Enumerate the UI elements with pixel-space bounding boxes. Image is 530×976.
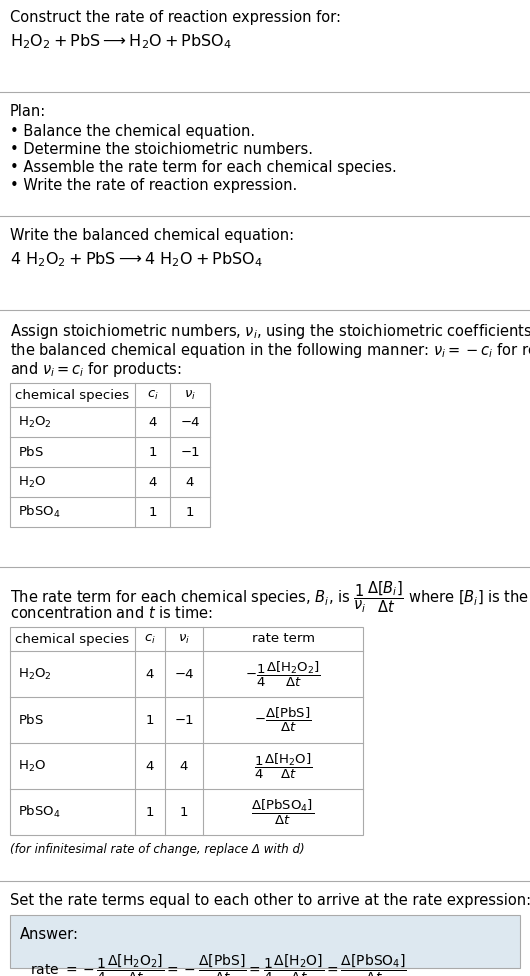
Text: $\mathrm{PbSO_4}$: $\mathrm{PbSO_4}$ — [18, 804, 61, 820]
Text: 4: 4 — [186, 475, 194, 489]
Text: $\nu_i$: $\nu_i$ — [178, 632, 190, 645]
Text: −4: −4 — [180, 416, 200, 428]
Text: $\mathrm{PbS}$: $\mathrm{PbS}$ — [18, 445, 44, 459]
Text: 4: 4 — [148, 475, 157, 489]
Text: • Write the rate of reaction expression.: • Write the rate of reaction expression. — [10, 178, 297, 193]
Text: $\mathrm{H_2O_2 + PbS \longrightarrow H_2O + PbSO_4}$: $\mathrm{H_2O_2 + PbS \longrightarrow H_… — [10, 32, 232, 51]
Text: rate term: rate term — [252, 632, 314, 645]
Text: rate $= -\dfrac{1}{4}\dfrac{\Delta[\mathrm{H_2O_2}]}{\Delta t} = -\dfrac{\Delta[: rate $= -\dfrac{1}{4}\dfrac{\Delta[\math… — [30, 953, 407, 976]
Text: $\mathrm{H_2O}$: $\mathrm{H_2O}$ — [18, 758, 46, 774]
Text: 1: 1 — [148, 445, 157, 459]
Text: $c_i$: $c_i$ — [144, 632, 156, 645]
Text: chemical species: chemical species — [15, 388, 129, 401]
Text: 4: 4 — [180, 759, 188, 772]
Text: 4: 4 — [148, 416, 157, 428]
Text: Answer:: Answer: — [20, 927, 79, 942]
Bar — [10, 627, 363, 835]
Text: $-\dfrac{\Delta[\mathrm{PbS}]}{\Delta t}$: $-\dfrac{\Delta[\mathrm{PbS}]}{\Delta t}… — [254, 706, 312, 734]
Text: Construct the rate of reaction expression for:: Construct the rate of reaction expressio… — [10, 10, 341, 25]
Text: Set the rate terms equal to each other to arrive at the rate expression:: Set the rate terms equal to each other t… — [10, 893, 530, 908]
Text: $\mathrm{H_2O_2}$: $\mathrm{H_2O_2}$ — [18, 415, 52, 429]
Text: concentration and $t$ is time:: concentration and $t$ is time: — [10, 605, 213, 621]
Text: $c_i$: $c_i$ — [147, 388, 158, 401]
Text: Write the balanced chemical equation:: Write the balanced chemical equation: — [10, 228, 294, 243]
Text: • Determine the stoichiometric numbers.: • Determine the stoichiometric numbers. — [10, 142, 313, 157]
Text: $\dfrac{\Delta[\mathrm{PbSO_4}]}{\Delta t}$: $\dfrac{\Delta[\mathrm{PbSO_4}]}{\Delta … — [252, 797, 314, 827]
Text: The rate term for each chemical species, $B_i$, is $\dfrac{1}{\nu_i}\dfrac{\Delt: The rate term for each chemical species,… — [10, 579, 530, 615]
Text: $-\dfrac{1}{4}\dfrac{\Delta[\mathrm{H_2O_2}]}{\Delta t}$: $-\dfrac{1}{4}\dfrac{\Delta[\mathrm{H_2O… — [245, 660, 321, 689]
Text: Plan:: Plan: — [10, 104, 46, 119]
Text: $\mathrm{H_2O_2}$: $\mathrm{H_2O_2}$ — [18, 667, 52, 681]
Text: 1: 1 — [146, 713, 154, 726]
Text: (for infinitesimal rate of change, replace Δ with d): (for infinitesimal rate of change, repla… — [10, 843, 305, 856]
Text: 1: 1 — [180, 805, 188, 819]
Bar — [10, 915, 520, 968]
Text: −4: −4 — [174, 668, 194, 680]
Text: $\mathrm{PbS}$: $\mathrm{PbS}$ — [18, 713, 44, 727]
Text: • Assemble the rate term for each chemical species.: • Assemble the rate term for each chemic… — [10, 160, 397, 175]
Text: $\mathrm{H_2O}$: $\mathrm{H_2O}$ — [18, 474, 46, 490]
Text: −1: −1 — [174, 713, 194, 726]
Text: 1: 1 — [148, 506, 157, 518]
Text: 4: 4 — [146, 668, 154, 680]
Text: • Balance the chemical equation.: • Balance the chemical equation. — [10, 124, 255, 139]
Text: 4: 4 — [146, 759, 154, 772]
Text: the balanced chemical equation in the following manner: $\nu_i = -c_i$ for react: the balanced chemical equation in the fo… — [10, 341, 530, 360]
Text: and $\nu_i = c_i$ for products:: and $\nu_i = c_i$ for products: — [10, 360, 182, 379]
Bar — [10, 383, 210, 527]
Text: $\dfrac{1}{4}\dfrac{\Delta[\mathrm{H_2O}]}{\Delta t}$: $\dfrac{1}{4}\dfrac{\Delta[\mathrm{H_2O}… — [254, 752, 312, 781]
Text: 1: 1 — [186, 506, 195, 518]
Text: $\nu_i$: $\nu_i$ — [184, 388, 196, 401]
Text: chemical species: chemical species — [15, 632, 129, 645]
Text: −1: −1 — [180, 445, 200, 459]
Text: Assign stoichiometric numbers, $\nu_i$, using the stoichiometric coefficients, $: Assign stoichiometric numbers, $\nu_i$, … — [10, 322, 530, 341]
Text: 1: 1 — [146, 805, 154, 819]
Text: $\mathrm{4\ H_2O_2 + PbS \longrightarrow 4\ H_2O + PbSO_4}$: $\mathrm{4\ H_2O_2 + PbS \longrightarrow… — [10, 250, 263, 268]
Text: $\mathrm{PbSO_4}$: $\mathrm{PbSO_4}$ — [18, 504, 61, 520]
